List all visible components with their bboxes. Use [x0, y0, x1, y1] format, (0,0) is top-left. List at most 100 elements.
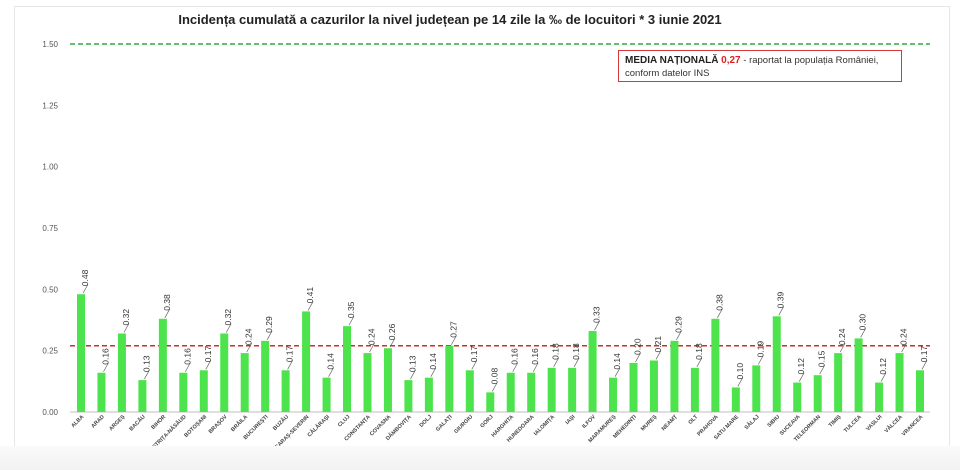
value-label: 0.35	[346, 301, 356, 318]
category-label: MUREȘ	[640, 414, 659, 433]
value-label: 0.18	[694, 343, 704, 360]
leader-line	[348, 315, 355, 326]
bar	[199, 370, 208, 412]
value-label: 0.27	[448, 321, 458, 338]
category-label: ARGEȘ	[108, 414, 126, 432]
value-label: 0.20	[633, 338, 643, 355]
leader-line	[144, 369, 150, 380]
value-label: 0.16	[182, 348, 192, 365]
bottom-strip	[0, 446, 960, 470]
bar	[363, 353, 372, 412]
leader-line	[287, 360, 293, 370]
leader-line	[757, 355, 764, 365]
leader-line	[389, 338, 396, 348]
leader-line	[532, 362, 539, 372]
bar	[302, 311, 311, 412]
bar	[916, 370, 924, 412]
value-label: 0.16	[100, 348, 110, 365]
value-label: 0.24	[244, 328, 254, 345]
y-tick-label: 1.50	[42, 40, 58, 49]
value-label: 0.14	[428, 353, 438, 370]
bar	[465, 370, 474, 412]
bar	[772, 316, 781, 412]
leader-line	[471, 360, 478, 370]
leader-line	[901, 342, 907, 353]
value-label: 0.32	[223, 309, 233, 326]
leader-line	[307, 301, 314, 311]
value-label: 0.39	[776, 292, 786, 309]
value-label: 0.38	[162, 294, 172, 311]
leader-line	[696, 357, 703, 368]
leader-line	[717, 308, 723, 318]
bar	[875, 382, 884, 412]
category-label: CLUJ	[337, 414, 351, 428]
category-label: VASLUI	[865, 414, 884, 433]
leader-line	[635, 352, 641, 363]
bar	[117, 333, 126, 412]
national-average-legend: MEDIA NAȚIONALĂ 0,27 - raportat la popul…	[618, 50, 902, 82]
leader-line	[123, 323, 130, 333]
bar	[138, 380, 147, 412]
category-label: BOTOȘANI	[183, 414, 208, 439]
bar	[424, 377, 433, 412]
leader-line	[225, 323, 232, 333]
leader-line	[594, 320, 600, 331]
leader-line	[880, 372, 887, 382]
value-label: 0.29	[264, 316, 274, 333]
value-label: 0.48	[80, 269, 90, 286]
bar	[240, 353, 249, 412]
leader-line	[798, 372, 805, 382]
bar	[649, 360, 658, 412]
value-label: 0.24	[366, 328, 376, 345]
y-tick-label: 0.50	[42, 285, 58, 294]
value-label: 0.14	[326, 353, 336, 370]
leader-line	[205, 360, 212, 370]
bar	[158, 318, 167, 412]
y-tick-label: 0.25	[42, 347, 58, 356]
leader-line	[82, 284, 89, 294]
leader-line	[369, 342, 375, 353]
leader-line	[737, 377, 744, 387]
chart-title: Incidența cumulată a cazurilor la nivel …	[178, 12, 722, 27]
category-label: GORJ	[479, 414, 494, 429]
bar	[895, 353, 904, 412]
bar	[834, 353, 843, 412]
leader-line	[185, 362, 191, 372]
leader-line	[676, 330, 682, 341]
bar	[752, 365, 761, 412]
bar	[506, 372, 515, 412]
category-label: BRAȘOV	[208, 414, 229, 435]
leader-line	[553, 357, 559, 368]
value-label: 0.17	[285, 345, 295, 362]
y-tick-label: 1.00	[42, 163, 58, 172]
value-label: 0.17	[919, 345, 929, 362]
value-label: 0.15	[817, 350, 827, 367]
category-label: IALOMIȚA	[533, 414, 556, 437]
bar	[261, 340, 270, 412]
leader-line	[266, 330, 273, 341]
value-label: 0.18	[571, 343, 581, 360]
category-label: VÂLCEA	[883, 413, 904, 434]
bar	[588, 331, 597, 412]
bar	[343, 326, 352, 412]
leader-line	[164, 308, 171, 318]
bar	[793, 382, 802, 412]
value-label: 0.10	[735, 363, 745, 380]
bar	[383, 348, 392, 412]
y-tick-label: 1.25	[42, 101, 58, 110]
value-label: 0.16	[510, 348, 520, 365]
bar	[404, 380, 413, 412]
bar	[220, 333, 229, 412]
value-label: 0.21	[653, 336, 663, 353]
leader-line	[819, 365, 825, 375]
value-label: 0.32	[121, 309, 131, 326]
category-label: BACĂU	[128, 413, 147, 432]
bar	[711, 318, 720, 412]
bar	[445, 345, 454, 412]
bar	[690, 367, 699, 412]
value-label: 0.12	[878, 358, 888, 375]
category-label: BUZĂU	[271, 413, 290, 432]
category-label: GALAȚI	[435, 414, 454, 433]
category-label: IAȘI	[565, 414, 577, 426]
